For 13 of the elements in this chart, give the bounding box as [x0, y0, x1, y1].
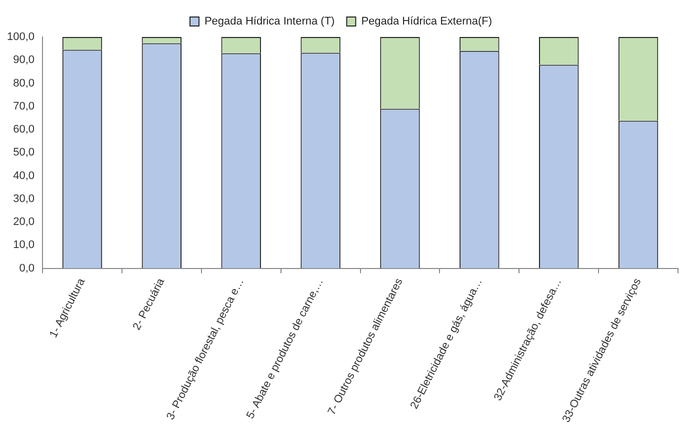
y-tick-label: 70,0: [13, 100, 35, 112]
y-tick-label: 90,0: [13, 54, 35, 66]
legend-label: Pegada Hídrica Externa(F): [361, 16, 492, 28]
y-tick-label: 20,0: [13, 216, 35, 228]
y-tick-label: 50,0: [13, 146, 35, 159]
y-tick-label: 80,0: [13, 77, 35, 90]
y-tick-label: 0,0: [19, 262, 35, 274]
y-tick-label: 100,0: [6, 31, 35, 44]
y-tick-label: 30,0: [13, 192, 35, 205]
y-tick-label: 10,0: [13, 239, 35, 252]
y-tick-label: 60,0: [13, 124, 35, 136]
legend-label: Pegada Hídrica Interna (T): [204, 16, 335, 28]
y-tick-label: 40,0: [13, 170, 35, 182]
